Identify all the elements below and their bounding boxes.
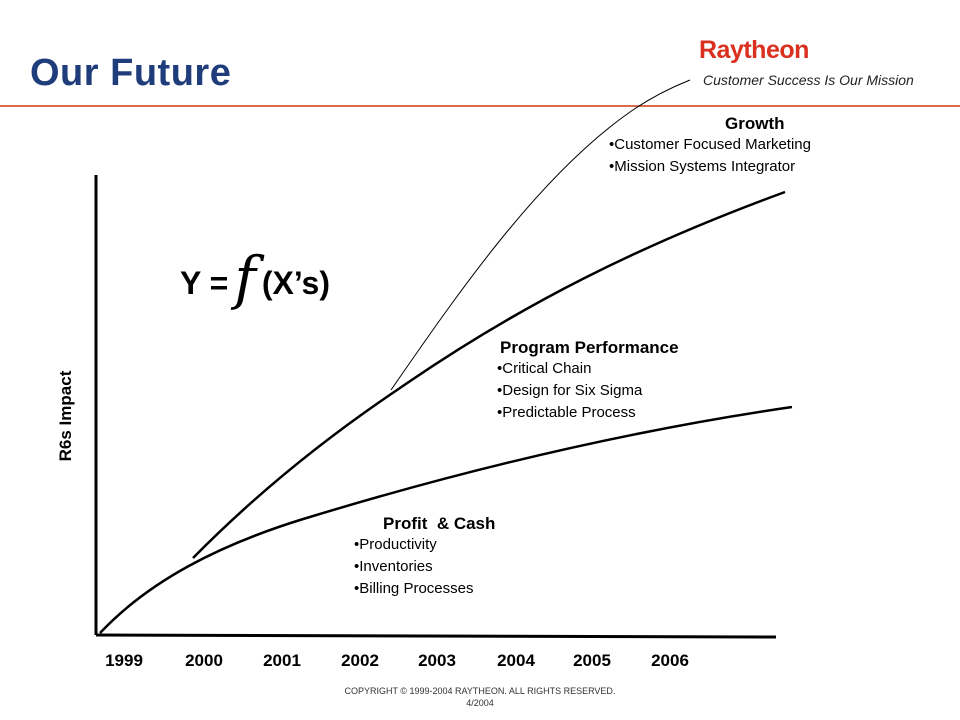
tagline: Customer Success Is Our Mission	[703, 72, 914, 88]
formula-right: (X’s)	[261, 265, 330, 301]
growth-heading: Growth	[725, 114, 785, 133]
copyright-text: COPYRIGHT © 1999-2004 RAYTHEON. ALL RIGH…	[344, 686, 616, 696]
profit-cash-item: •Inventories	[354, 558, 433, 575]
profit-cash-heading: Profit & Cash	[383, 514, 496, 533]
growth-item: •Mission Systems Integrator	[609, 158, 796, 175]
x-tick-label: 2004	[497, 651, 535, 670]
profit-cash-item: •Productivity	[354, 536, 437, 553]
x-tick-label: 1999	[105, 651, 143, 670]
growth-curve	[390, 79, 691, 391]
profit-cash-block: Profit & Cash •Productivity •Inventories…	[354, 514, 495, 600]
formula: Y = f (X’s)	[180, 240, 330, 312]
formula-left: Y =	[180, 265, 229, 301]
header-divider	[0, 105, 960, 107]
x-tick-label: 2006	[651, 651, 689, 670]
profit-cash-curve	[99, 405, 793, 634]
copyright-footer: COPYRIGHT © 1999-2004 RAYTHEON. ALL RIGH…	[0, 685, 960, 709]
growth-item: •Customer Focused Marketing	[609, 136, 811, 153]
program-performance-heading: Program Performance	[500, 338, 679, 357]
page-title: Our Future	[30, 52, 232, 94]
formula-function: f	[234, 244, 256, 312]
copyright-date: 4/2004	[466, 698, 494, 708]
x-tick-label: 2002	[341, 651, 379, 670]
x-tick-label: 2003	[418, 651, 456, 670]
x-tick-label: 2001	[263, 651, 301, 670]
x-axis	[95, 633, 777, 639]
profit-cash-item: •Billing Processes	[354, 580, 474, 597]
raytheon-logo: Raytheon	[699, 36, 809, 64]
program-performance-curve	[192, 190, 786, 559]
program-performance-item: •Design for Six Sigma	[497, 382, 643, 399]
x-axis-years: 1999 2000 2001 2002 2003 2004 2005 2006	[0, 651, 960, 675]
program-performance-item: •Critical Chain	[497, 360, 592, 377]
growth-block: Growth •Customer Focused Marketing •Miss…	[609, 114, 811, 178]
x-tick-label: 2005	[573, 651, 611, 670]
y-axis-label: R6s Impact	[56, 370, 75, 462]
program-performance-block: Program Performance •Critical Chain •Des…	[497, 338, 679, 424]
x-tick-label: 2000	[185, 651, 223, 670]
program-performance-item: •Predictable Process	[497, 404, 636, 421]
